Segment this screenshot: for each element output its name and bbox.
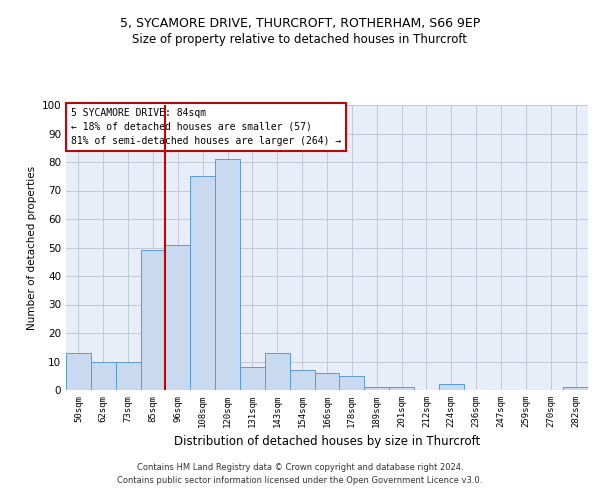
- Y-axis label: Number of detached properties: Number of detached properties: [28, 166, 37, 330]
- Bar: [166, 244, 190, 390]
- Bar: [215, 159, 240, 390]
- Bar: [66, 353, 91, 390]
- Text: Size of property relative to detached houses in Thurcroft: Size of property relative to detached ho…: [133, 32, 467, 46]
- Bar: [265, 353, 290, 390]
- Bar: [364, 387, 389, 390]
- X-axis label: Distribution of detached houses by size in Thurcroft: Distribution of detached houses by size …: [174, 436, 480, 448]
- Bar: [439, 384, 464, 390]
- Bar: [116, 362, 140, 390]
- Bar: [290, 370, 314, 390]
- Bar: [314, 373, 340, 390]
- Text: Contains public sector information licensed under the Open Government Licence v3: Contains public sector information licen…: [118, 476, 482, 485]
- Bar: [240, 367, 265, 390]
- Text: 5, SYCAMORE DRIVE, THURCROFT, ROTHERHAM, S66 9EP: 5, SYCAMORE DRIVE, THURCROFT, ROTHERHAM,…: [120, 18, 480, 30]
- Bar: [563, 387, 588, 390]
- Bar: [140, 250, 166, 390]
- Bar: [190, 176, 215, 390]
- Bar: [340, 376, 364, 390]
- Text: Contains HM Land Registry data © Crown copyright and database right 2024.: Contains HM Land Registry data © Crown c…: [137, 464, 463, 472]
- Bar: [389, 387, 414, 390]
- Bar: [91, 362, 116, 390]
- Text: 5 SYCAMORE DRIVE: 84sqm
← 18% of detached houses are smaller (57)
81% of semi-de: 5 SYCAMORE DRIVE: 84sqm ← 18% of detache…: [71, 108, 341, 146]
